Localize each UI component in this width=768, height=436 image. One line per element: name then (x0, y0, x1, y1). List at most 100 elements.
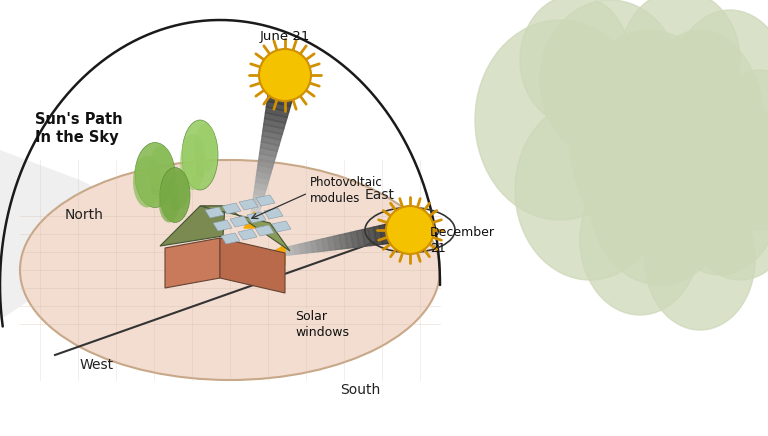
Polygon shape (264, 208, 283, 219)
Ellipse shape (710, 70, 768, 230)
Polygon shape (282, 247, 289, 255)
Circle shape (386, 206, 434, 254)
Ellipse shape (135, 143, 175, 208)
Polygon shape (258, 159, 274, 168)
Text: South: South (340, 383, 380, 397)
Polygon shape (239, 199, 258, 210)
Bar (196, 155, 204, 177)
Polygon shape (257, 165, 273, 174)
Polygon shape (328, 236, 336, 250)
Polygon shape (253, 194, 264, 202)
Polygon shape (255, 182, 267, 191)
Polygon shape (264, 251, 271, 258)
Polygon shape (244, 212, 264, 228)
Polygon shape (272, 221, 291, 232)
Text: June 21: June 21 (260, 30, 310, 43)
Ellipse shape (670, 10, 768, 170)
Ellipse shape (133, 156, 161, 208)
Polygon shape (260, 147, 277, 157)
Ellipse shape (194, 123, 217, 173)
Ellipse shape (655, 85, 768, 275)
Ellipse shape (645, 190, 755, 330)
Ellipse shape (590, 115, 730, 285)
Text: Solar
windows: Solar windows (295, 310, 349, 339)
Ellipse shape (540, 0, 680, 160)
Text: West: West (80, 358, 114, 372)
Polygon shape (374, 226, 382, 245)
Ellipse shape (580, 165, 700, 315)
Polygon shape (252, 200, 263, 208)
Text: East: East (365, 188, 395, 202)
Polygon shape (205, 207, 224, 218)
Ellipse shape (515, 100, 665, 280)
Polygon shape (362, 228, 371, 246)
Polygon shape (402, 219, 412, 242)
Polygon shape (165, 238, 220, 288)
Polygon shape (213, 220, 232, 231)
Circle shape (259, 49, 311, 101)
Text: North: North (65, 208, 104, 222)
Polygon shape (230, 216, 249, 227)
Polygon shape (270, 250, 277, 257)
Polygon shape (255, 225, 274, 236)
Polygon shape (222, 203, 241, 214)
Polygon shape (221, 233, 240, 244)
Polygon shape (386, 223, 394, 244)
Ellipse shape (160, 167, 190, 222)
Polygon shape (265, 112, 287, 123)
Polygon shape (160, 206, 225, 246)
Polygon shape (256, 195, 275, 206)
Polygon shape (322, 238, 330, 251)
Polygon shape (316, 239, 324, 252)
Text: December
21: December 21 (430, 225, 495, 255)
Polygon shape (268, 89, 293, 100)
Polygon shape (264, 119, 286, 129)
Ellipse shape (170, 170, 188, 209)
Polygon shape (310, 240, 318, 252)
Text: In the Sky: In the Sky (35, 130, 118, 145)
Polygon shape (356, 230, 365, 247)
Ellipse shape (158, 178, 180, 222)
Ellipse shape (635, 30, 765, 230)
Polygon shape (299, 243, 306, 254)
Polygon shape (368, 227, 377, 245)
Ellipse shape (180, 134, 205, 190)
Polygon shape (345, 232, 353, 248)
Text: Sun's Path: Sun's Path (35, 112, 123, 127)
Polygon shape (247, 212, 266, 223)
Polygon shape (263, 124, 284, 134)
Polygon shape (339, 234, 347, 249)
Ellipse shape (149, 146, 173, 191)
Polygon shape (268, 245, 285, 265)
Polygon shape (250, 211, 259, 219)
Polygon shape (257, 171, 270, 179)
Polygon shape (267, 95, 292, 106)
Polygon shape (200, 206, 290, 251)
Polygon shape (287, 245, 295, 255)
Ellipse shape (520, 0, 630, 125)
Polygon shape (259, 153, 276, 163)
Polygon shape (396, 221, 406, 242)
Polygon shape (254, 188, 266, 196)
Polygon shape (379, 225, 389, 244)
Polygon shape (333, 235, 342, 250)
Polygon shape (256, 177, 269, 185)
Polygon shape (251, 206, 260, 213)
Polygon shape (276, 249, 283, 256)
Polygon shape (238, 229, 257, 240)
Bar (171, 195, 179, 210)
Text: Photovoltaic
modules: Photovoltaic modules (310, 176, 382, 204)
Polygon shape (293, 244, 300, 254)
Ellipse shape (20, 160, 440, 380)
Polygon shape (266, 101, 290, 112)
Polygon shape (0, 150, 120, 320)
Polygon shape (270, 78, 297, 89)
Polygon shape (391, 222, 400, 243)
Polygon shape (270, 72, 299, 84)
Polygon shape (260, 142, 279, 151)
Polygon shape (269, 84, 296, 95)
Polygon shape (266, 107, 289, 117)
Polygon shape (351, 231, 359, 248)
Polygon shape (220, 238, 285, 293)
Polygon shape (305, 242, 313, 253)
